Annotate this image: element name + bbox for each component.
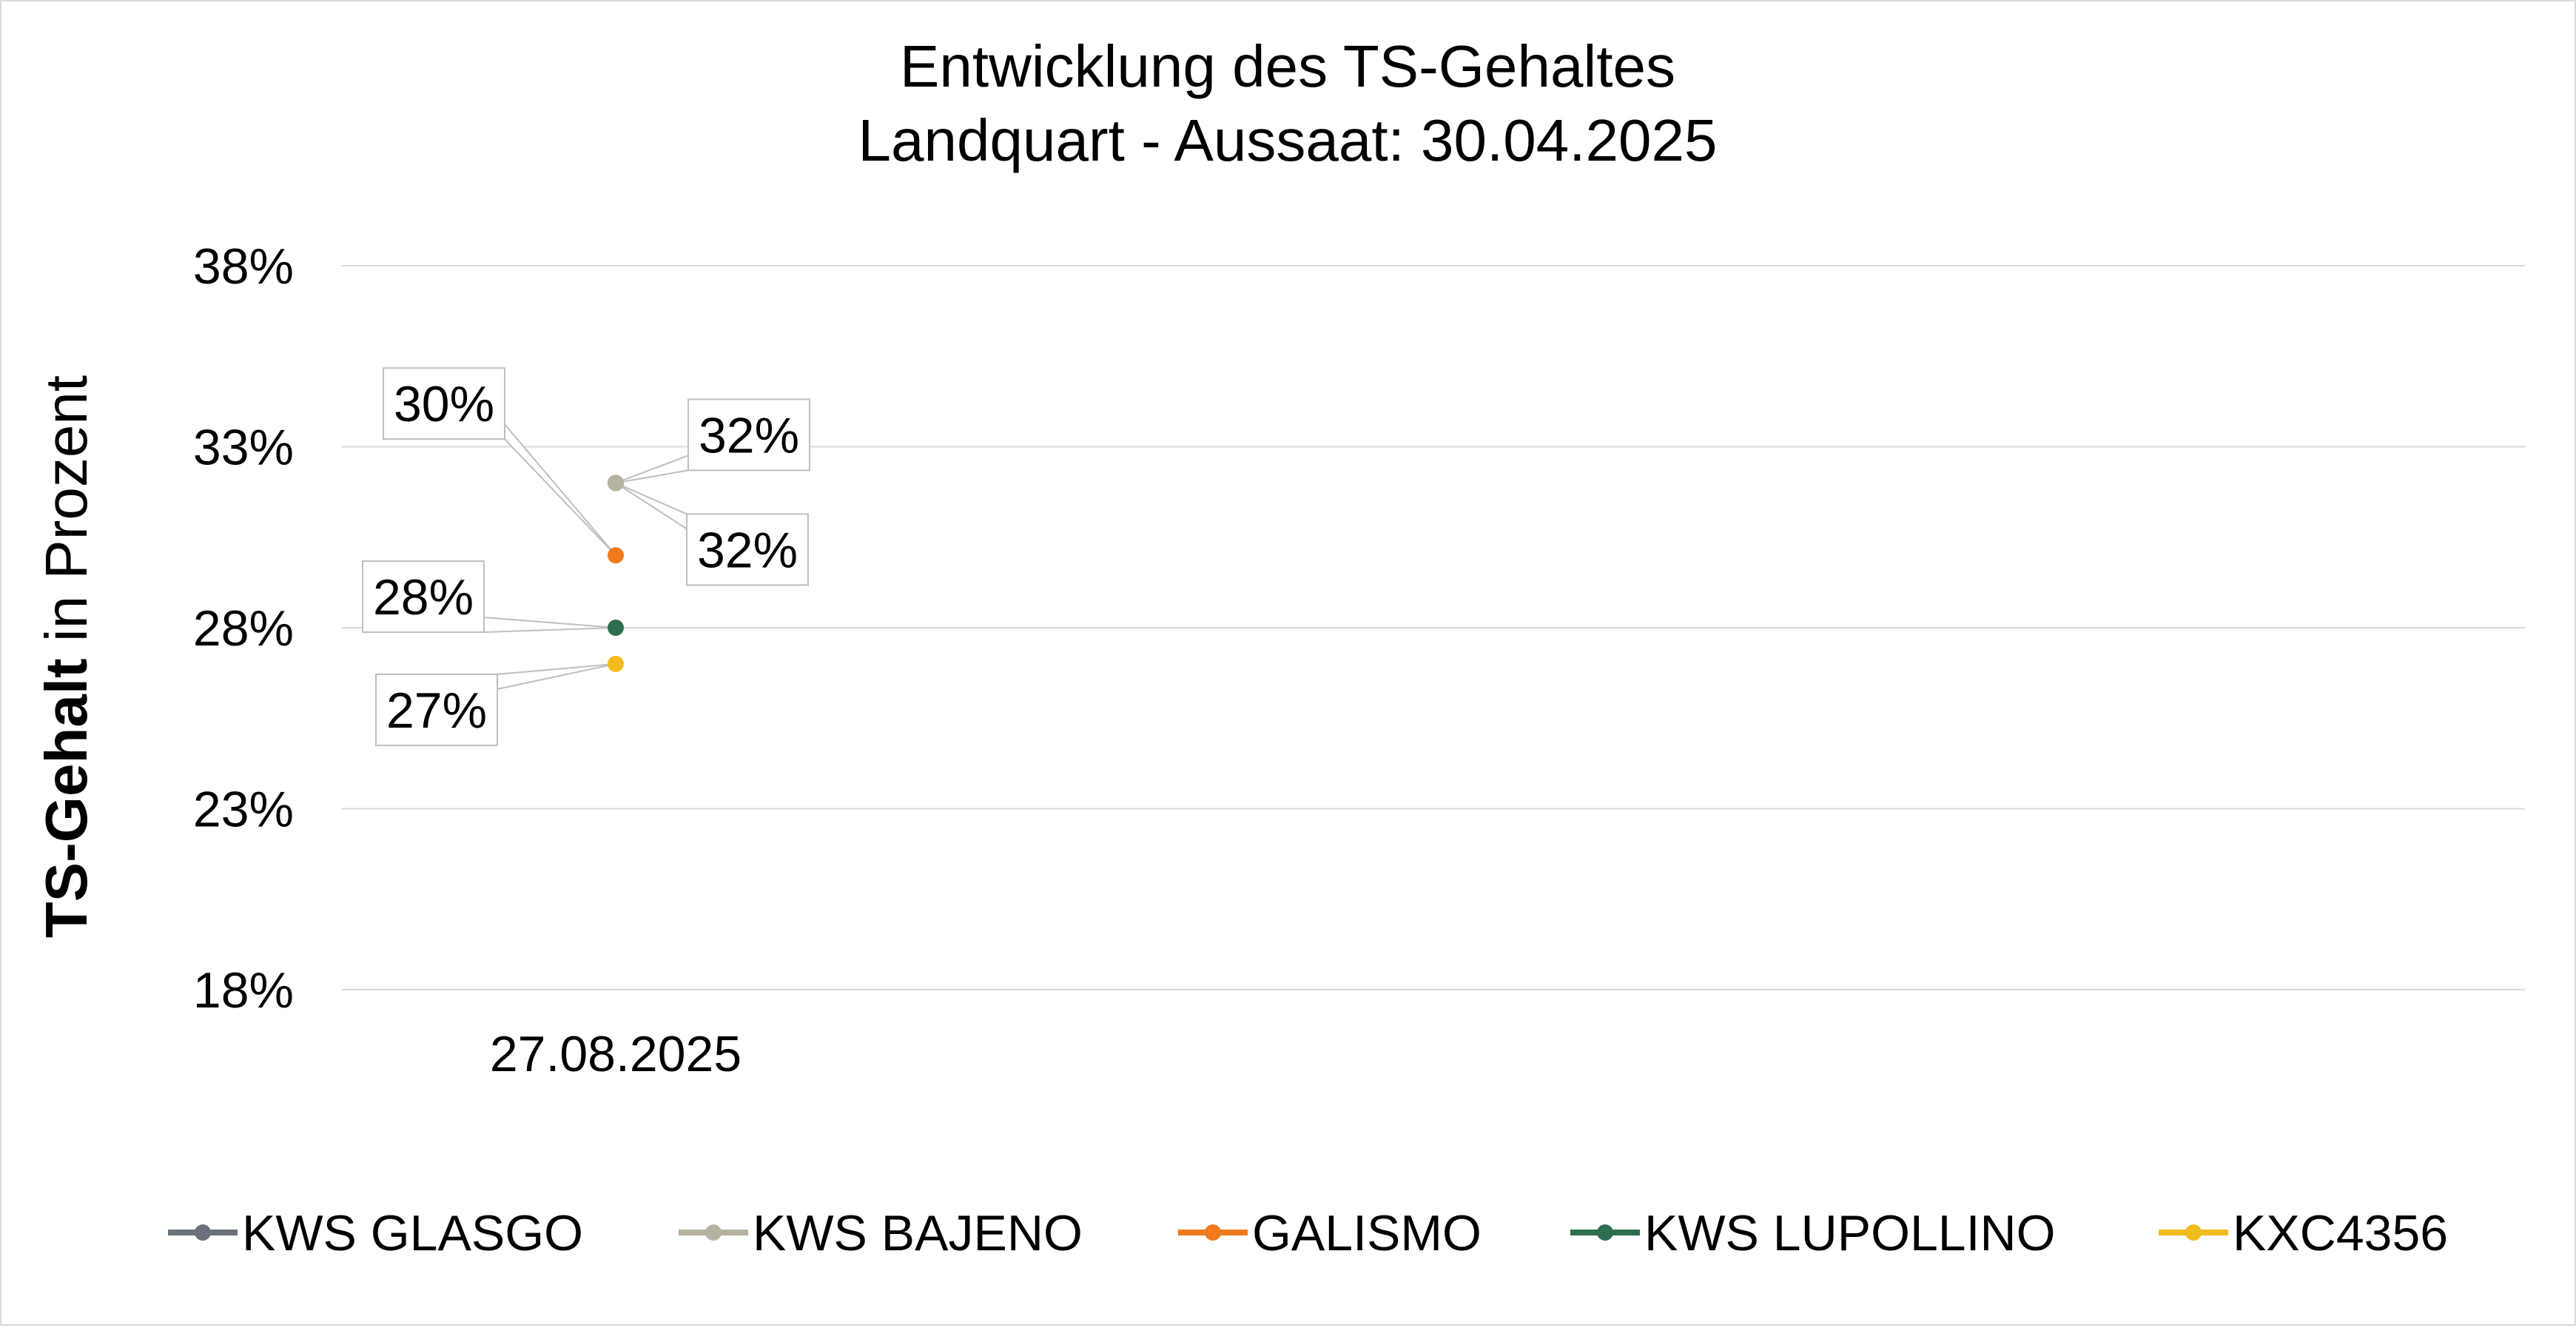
legend-item: KWS LUPOLLINO — [1570, 1205, 2056, 1261]
y-tick-label: 38% — [193, 238, 294, 295]
data-label-box — [362, 560, 485, 633]
legend-label: GALISMO — [1252, 1205, 1482, 1261]
data-label: 28% — [373, 569, 474, 626]
x-tick-label: 27.08.2025 — [490, 1026, 741, 1082]
legend-swatch-marker — [1205, 1224, 1221, 1241]
x-axis-ticks: 27.08.2025 — [490, 1026, 741, 1082]
y-axis-label-rest: in Prozent — [33, 375, 99, 658]
data-label-leader — [504, 422, 616, 556]
y-axis-label-bold: TS-Gehalt — [33, 658, 99, 938]
y-tick-label: 18% — [193, 962, 294, 1019]
data-point — [608, 474, 624, 492]
data-label-leader — [483, 616, 616, 634]
legend-swatch-marker — [195, 1224, 211, 1241]
legend-item: KWS BAJENO — [679, 1205, 1083, 1261]
data-label-leader — [615, 482, 687, 531]
legend-swatch-marker — [2185, 1224, 2202, 1241]
y-tick-label: 28% — [193, 600, 294, 657]
legend: KWS GLASGO KWS BAJENO GALISMO KWS LUPOLLINO… — [168, 1205, 2448, 1261]
data-label-box — [375, 673, 498, 746]
legend-item: KXC4356 — [2159, 1205, 2448, 1261]
data-label-box — [383, 367, 505, 440]
legend-item: GALISMO — [1178, 1205, 1482, 1261]
data-point — [608, 655, 624, 672]
legend-swatch-marker — [705, 1224, 722, 1241]
chart-title-line-1: Entwicklung des TS-Gehaltes — [900, 33, 1675, 99]
data-label: 27% — [386, 683, 487, 739]
legend-label: KWS BAJENO — [753, 1205, 1083, 1261]
data-label: 30% — [394, 376, 494, 432]
data-points — [608, 474, 624, 672]
data-label-leader — [497, 663, 616, 691]
y-tick-label: 23% — [193, 782, 294, 838]
chart-title: Entwicklung des TS-Gehaltes Landquart - … — [858, 33, 1718, 173]
data-label-box — [687, 398, 810, 472]
legend-swatch-marker — [1597, 1224, 1613, 1241]
legend-label: KWS GLASGO — [242, 1205, 583, 1261]
chart-title-line-2: Landquart - Aussaat: 30.04.2025 — [858, 107, 1718, 173]
data-point — [608, 547, 624, 564]
legend-label: KXC4356 — [2233, 1205, 2448, 1261]
data-label-leader — [615, 454, 689, 484]
data-labels: 32% 32% 30% 28% 27% — [362, 367, 810, 746]
y-axis-ticks: 18% 23% 28% 33% 38% — [193, 238, 294, 1019]
data-point — [608, 620, 624, 636]
legend-label: KWS LUPOLLINO — [1644, 1205, 2056, 1261]
y-axis-label: TS-Gehalt in Prozent — [33, 375, 99, 938]
legend-item: KWS GLASGO — [168, 1205, 583, 1261]
data-label: 32% — [699, 407, 799, 463]
y-tick-label: 33% — [193, 420, 294, 476]
data-label-leaders — [483, 422, 689, 691]
data-label-box — [686, 513, 809, 586]
data-label: 32% — [697, 522, 798, 578]
gridlines — [342, 265, 2525, 990]
